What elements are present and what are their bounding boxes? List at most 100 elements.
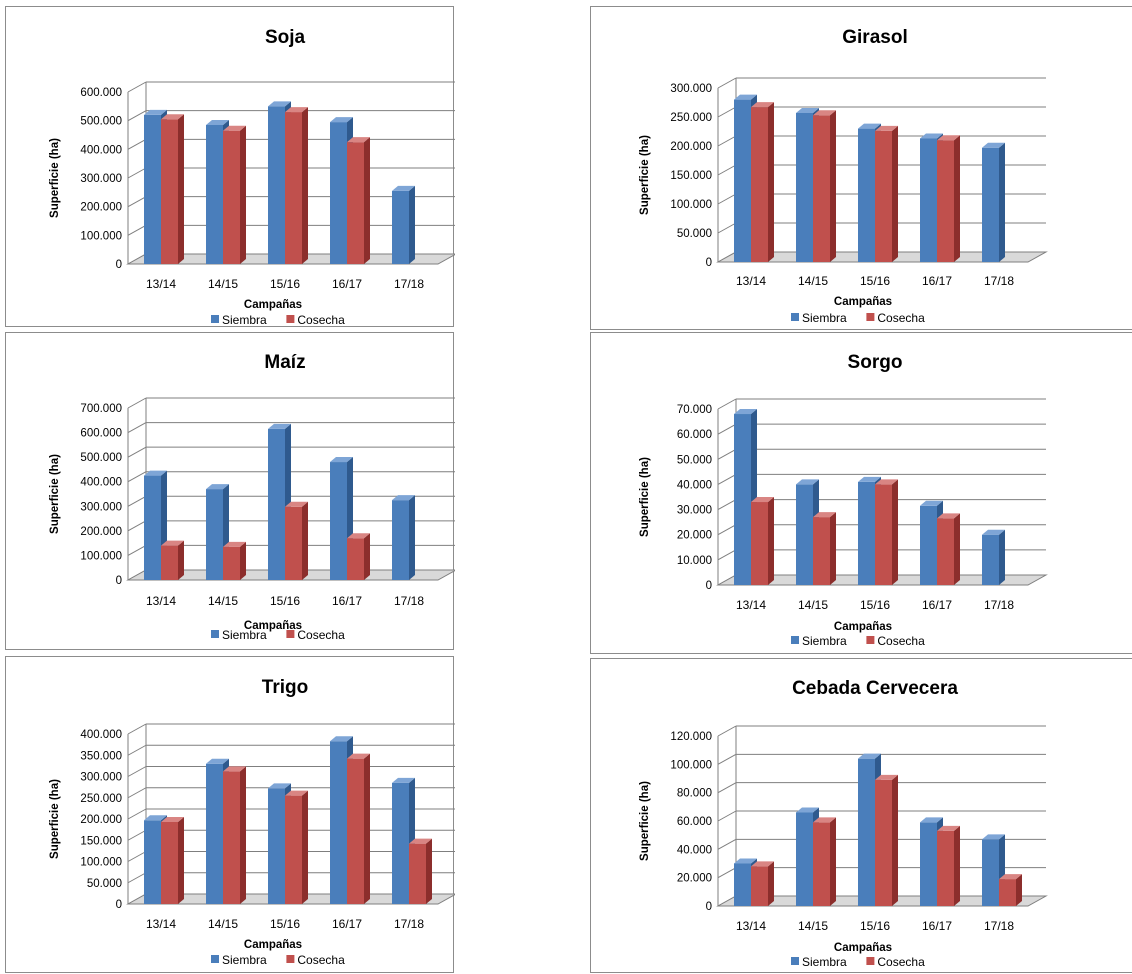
bar-siembra-16-17 [330,122,347,264]
bar-cosecha-15-16 [285,112,302,264]
y-tick-label: 150.000 [670,170,712,182]
x-axis-label: Campañas [244,620,302,632]
bar-top [796,107,819,113]
bar-cosecha-14-15 [223,546,240,580]
y-tick-label: 100.000 [670,759,712,771]
gridline-side [717,398,737,410]
gridline-side [717,135,737,147]
bar-siembra-15-16 [268,788,285,904]
bar-cosecha-14-15 [223,771,240,904]
gridline-side [127,471,147,483]
bar-top [206,119,229,125]
bar-side [1016,874,1022,906]
chart-panel-girasol: Girasol 0 50.000 100.000 150.000 200.000 250.0… [590,6,1132,330]
bar-top [858,123,881,129]
bar-cosecha-13-14 [161,119,178,264]
y-tick-label: 250.000 [670,112,712,124]
bar-side [302,107,308,264]
gridline-side [127,744,147,756]
bar-cosecha-14-15 [813,517,830,585]
bar-siembra-14-15 [796,484,813,585]
bar-cosecha-14-15 [223,130,240,264]
bar-side [892,125,898,262]
gridline-side [127,829,147,841]
x-tick-label: 16/17 [922,274,952,288]
x-tick-label: 13/14 [736,598,766,612]
gridline-side [127,495,147,507]
bar-top [285,790,308,796]
legend-label: Cosecha [877,955,925,969]
legend-swatch [866,313,875,321]
bar-top [751,497,774,503]
bar-side [830,817,836,906]
x-tick-label: 17/18 [394,277,424,291]
bar-cosecha-15-16 [875,779,892,906]
y-tick-label: 40.000 [677,844,712,856]
gridline-side [127,397,147,409]
x-tick-label: 16/17 [922,598,952,612]
chart-soja: Soja 0 100.000 200.000 300.000 400.000 500.000… [49,27,455,327]
bar-side [426,838,432,904]
gridline-side [127,544,147,556]
chart-cebada: Cebada Cervecera 0 20.000 40.000 60.000 80.00… [639,678,1048,969]
legend-swatch [791,957,799,965]
y-tick-label: 200.000 [670,141,712,153]
gridline-side [717,499,737,511]
y-tick-label: 700.000 [80,403,122,415]
legend-label: Siembra [802,955,847,969]
gridline-side [127,138,147,150]
bar-top [858,476,881,482]
y-tick-label: 250.000 [80,793,122,805]
x-axis-label: Campañas [834,942,892,954]
gridline-side [717,810,737,822]
bar-top [920,500,943,506]
bar-top [330,736,353,742]
gridline-side [127,81,147,93]
bar-siembra-15-16 [858,758,875,906]
legend-label: Cosecha [297,313,345,327]
legend-swatch [866,636,875,644]
bar-top [875,774,898,780]
bar-top [937,825,960,831]
bar-siembra-13-14 [144,114,161,264]
x-tick-label: 13/14 [736,919,766,933]
x-tick-label: 17/18 [394,917,424,931]
y-tick-label: 600.000 [80,87,122,99]
y-tick-label: 500.000 [80,116,122,128]
bar-top [330,457,353,463]
gridline-side [717,193,737,205]
bar-siembra-17-18 [982,147,999,262]
y-tick-label: 100.000 [80,857,122,869]
bar-cosecha-15-16 [875,484,892,585]
legend-label: Cosecha [877,634,925,648]
bar-siembra-13-14 [734,414,751,585]
bar-side [999,529,1005,585]
x-tick-label: 17/18 [984,274,1014,288]
bar-top [347,753,370,759]
bar-side [302,501,308,580]
bar-top [392,777,415,783]
bar-top [858,753,881,759]
bar-side [364,533,370,580]
bar-side [768,102,774,262]
bar-top [999,874,1022,880]
chart-panel-trigo: Trigo 0 50.000 100.000 150.000 200.000 250.000… [5,656,455,973]
gridline-side [717,753,737,765]
y-tick-label: 100.000 [80,550,122,562]
gridline-side [127,110,147,122]
bar-side [954,513,960,585]
x-tick-label: 14/15 [208,917,238,931]
bar-top [813,110,836,116]
chart-girasol: Girasol 0 50.000 100.000 150.000 200.000 250.0… [639,27,1048,325]
bar-cosecha-16-17 [347,142,364,264]
legend-swatch [791,313,799,321]
x-tick-label: 15/16 [270,277,300,291]
bar-side [178,816,184,904]
x-tick-label: 17/18 [984,598,1014,612]
y-tick-label: 200.000 [80,202,122,214]
bar-top [734,409,757,415]
bar-top [392,495,415,501]
bar-siembra-14-15 [206,489,223,580]
x-tick-label: 15/16 [860,274,890,288]
y-tick-label: 600.000 [80,428,122,440]
